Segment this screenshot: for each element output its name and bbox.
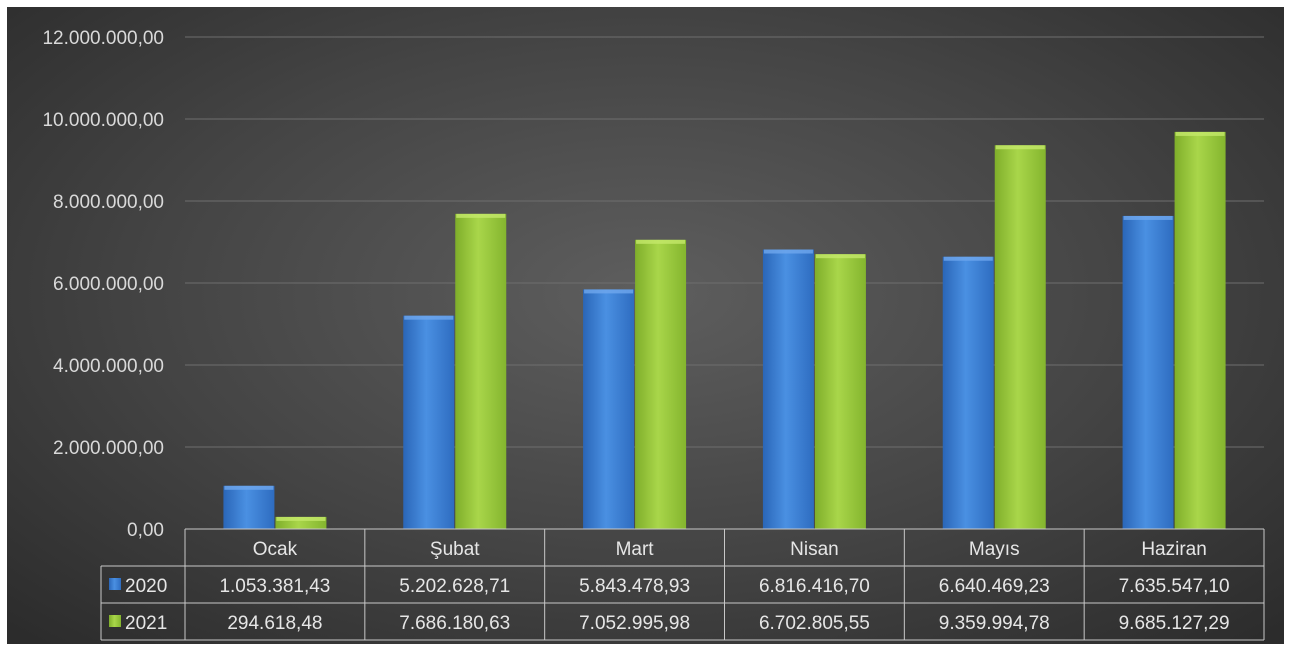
bar-2020-0 [223,485,275,529]
bar-highlight [815,254,865,259]
data-label: 5.202.628,71 [399,576,510,597]
y-tick-label: 4.000.000,00 [53,356,164,377]
data-label: 7.635.547,10 [1119,576,1230,597]
data-label: 9.359.994,78 [939,613,1050,634]
bar-2021-1 [455,213,507,530]
bar-highlight [1175,131,1225,136]
bar-highlight [276,516,326,521]
series-name: 2021 [125,613,167,634]
data-label: 6.816.416,70 [759,576,870,597]
bar-2020-2 [583,289,635,529]
bar-highlight [995,145,1045,150]
y-tick-label: 6.000.000,00 [53,274,164,295]
bar-2021-4 [994,145,1046,529]
y-tick-label: 8.000.000,00 [53,192,164,213]
category-label: Mayıs [969,539,1020,560]
bar-highlight [763,249,813,254]
chart-area: 0,00 2.000.000,00 4.000.000,00 6.000.000,00… [7,7,1284,644]
data-label: 1.053.381,43 [219,576,330,597]
data-label: 294.618,48 [227,613,322,634]
category-label: Şubat [430,539,480,560]
data-label: 7.052.995,98 [579,613,690,634]
category-label: Haziran [1141,539,1206,560]
bar-2021-3 [814,254,866,529]
y-tick-label: 10.000.000,00 [42,110,164,131]
series-name: 2020 [125,576,167,597]
bar-2021-2 [635,239,687,530]
bar-2020-4 [942,256,994,529]
bar-2020-3 [762,249,814,529]
bar-2020-1 [403,315,455,529]
category-label: Mart [616,539,655,560]
bar-highlight [456,213,506,218]
bar-2020-5 [1122,215,1174,529]
data-label: 6.640.469,23 [939,576,1050,597]
bar-highlight [636,239,686,244]
bar-chart: 0,00 2.000.000,00 4.000.000,00 6.000.000,00… [42,28,1265,641]
bar-highlight [1123,215,1173,220]
category-label: Ocak [253,539,298,560]
legend-key-2020 [109,578,121,590]
bar-highlight [584,289,634,294]
bar-highlight [404,315,454,320]
y-tick-label: 0,00 [127,520,164,541]
bar-2021-5 [1174,131,1226,529]
data-label: 5.843.478,93 [579,576,690,597]
y-tick-label: 12.000.000,00 [42,28,164,49]
category-label: Nisan [790,539,839,560]
bar-highlight [224,485,274,490]
y-tick-label: 2.000.000,00 [53,438,164,459]
data-label: 9.685.127,29 [1119,613,1230,634]
bar-highlight [943,256,993,261]
data-label: 7.686.180,63 [399,613,510,634]
legend-key-2021 [109,615,121,627]
data-label: 6.702.805,55 [759,613,870,634]
